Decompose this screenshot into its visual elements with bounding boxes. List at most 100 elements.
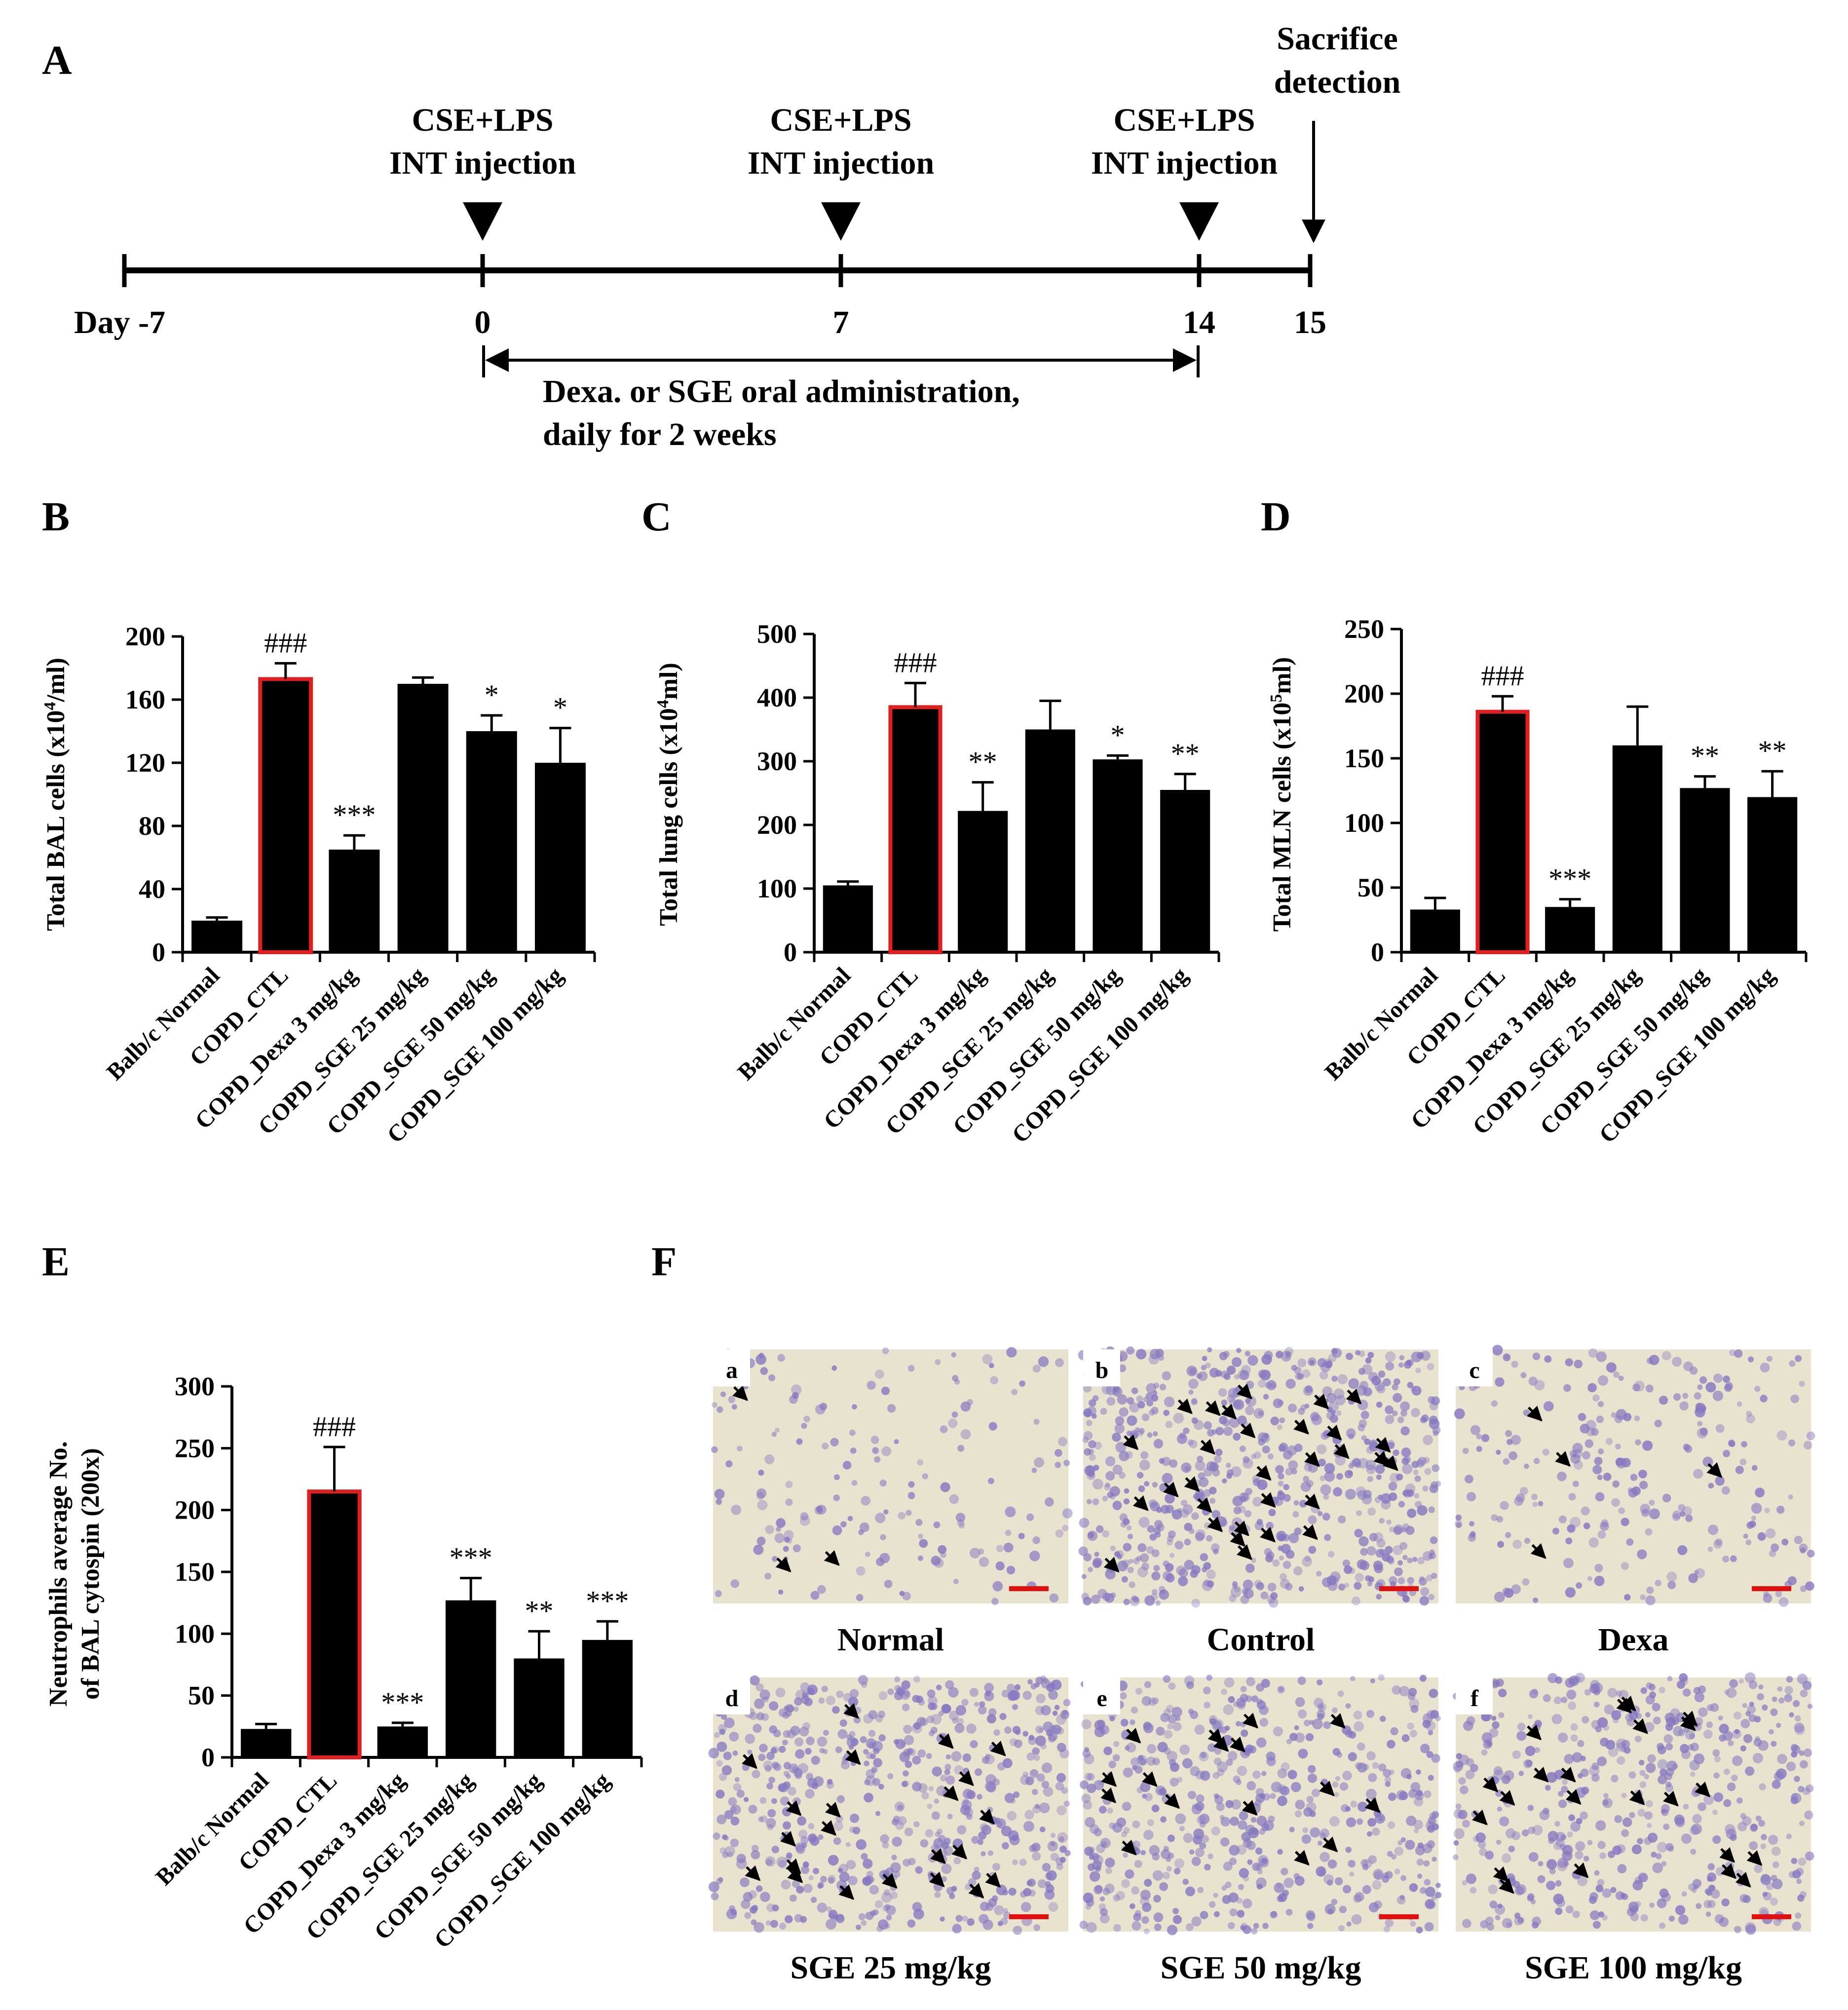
stained-cell	[1274, 1496, 1283, 1506]
stained-cell	[1778, 1597, 1789, 1607]
stained-cell	[1547, 1673, 1558, 1683]
stained-cell	[921, 1791, 929, 1800]
stained-cell	[1119, 1407, 1129, 1417]
stained-cell	[1411, 1460, 1419, 1468]
stained-cell	[1790, 1394, 1800, 1404]
stained-cell	[1043, 1721, 1054, 1732]
stained-cell	[758, 1469, 764, 1476]
stained-cell	[1631, 1486, 1641, 1496]
stained-cell	[814, 1506, 823, 1515]
stained-cell	[861, 1920, 867, 1926]
stained-cell	[1054, 1705, 1060, 1710]
stained-cell	[1273, 1726, 1283, 1737]
stained-cell	[1517, 1917, 1524, 1924]
stained-cell	[1518, 1771, 1524, 1776]
stained-cell	[1397, 1840, 1403, 1846]
stained-cell	[749, 1712, 758, 1720]
stained-cell	[1294, 1810, 1302, 1818]
stained-cell	[832, 1706, 840, 1714]
stained-cell	[1570, 1723, 1578, 1731]
stained-cell	[1575, 1787, 1586, 1798]
stained-cell	[1323, 1494, 1329, 1500]
stained-cell	[1502, 1587, 1510, 1595]
injection-marker-day0	[463, 202, 502, 241]
stained-cell	[1487, 1923, 1495, 1931]
stained-cell	[1332, 1781, 1339, 1788]
stained-cell	[1751, 1515, 1756, 1521]
stained-cell	[1283, 1877, 1294, 1888]
stained-cell	[1652, 1703, 1660, 1712]
stained-cell	[1143, 1721, 1152, 1730]
stained-cell	[1644, 1811, 1653, 1820]
stained-cell	[1222, 1735, 1233, 1746]
stained-cell	[1195, 1848, 1205, 1858]
arrow-icon	[1121, 1839, 1137, 1856]
arrow-icon	[938, 1733, 954, 1749]
stained-cell	[1280, 1579, 1290, 1589]
stained-cell	[1238, 1506, 1246, 1513]
stained-cell	[1429, 1812, 1437, 1820]
stained-cell	[1428, 1506, 1435, 1513]
stained-cell	[1689, 1733, 1695, 1739]
stained-cell	[1136, 1787, 1143, 1793]
stained-cell	[1557, 1732, 1568, 1743]
stained-cell	[786, 1774, 791, 1779]
stained-cell	[858, 1913, 866, 1921]
stained-cell	[1006, 1565, 1016, 1575]
stained-cell	[1152, 1757, 1160, 1765]
stained-cell	[1221, 1688, 1227, 1695]
stained-cell	[1125, 1745, 1130, 1751]
stained-cell	[1627, 1487, 1633, 1492]
stained-cell	[1425, 1887, 1435, 1897]
stained-cell	[936, 1684, 942, 1691]
stained-cell	[1338, 1515, 1346, 1524]
arrow-icon	[1329, 1712, 1346, 1729]
stained-cell	[1196, 1794, 1205, 1803]
y-axis-label-part: Total BAL cells (x10	[42, 710, 70, 931]
stained-cell	[883, 1889, 891, 1896]
stained-cell	[1390, 1581, 1396, 1588]
stained-cell	[1587, 1576, 1592, 1581]
stained-cell	[849, 1689, 859, 1698]
stained-cell	[999, 1713, 1007, 1720]
arrow-icon	[1322, 1836, 1338, 1853]
stained-cell	[1580, 1811, 1588, 1820]
stained-cell	[1089, 1851, 1095, 1857]
stained-cell	[1327, 1908, 1333, 1914]
stained-cell	[1119, 1472, 1126, 1479]
stained-cell	[1385, 1781, 1391, 1787]
stained-cell	[1509, 1451, 1518, 1460]
stained-cell	[1278, 1473, 1284, 1480]
stained-cell	[1247, 1859, 1253, 1865]
stained-cell	[1746, 1414, 1755, 1424]
stained-cell	[716, 1878, 723, 1885]
stained-cell	[1792, 1870, 1801, 1879]
stained-cell	[943, 1837, 951, 1845]
stained-cell	[1570, 1453, 1581, 1464]
stained-cell	[1166, 1573, 1175, 1583]
stained-cell	[1059, 1857, 1066, 1863]
stained-cell	[962, 1753, 971, 1762]
stained-cell	[1383, 1769, 1392, 1778]
stained-cell	[1285, 1908, 1293, 1916]
stained-cell	[1291, 1365, 1297, 1371]
stained-cell	[1363, 1387, 1372, 1397]
stained-cell	[1549, 1867, 1556, 1875]
stained-cell	[1500, 1501, 1509, 1510]
stained-cell	[1430, 1710, 1439, 1719]
stained-cell	[1269, 1598, 1279, 1608]
stained-cell	[986, 1714, 996, 1724]
stained-cell	[1386, 1519, 1392, 1525]
stained-cell	[1435, 1892, 1442, 1898]
stained-cell	[1683, 1361, 1694, 1372]
stained-cell	[1715, 1476, 1725, 1486]
stained-cell	[1417, 1456, 1427, 1466]
stained-cell	[1247, 1355, 1258, 1366]
stained-cell	[836, 1690, 844, 1698]
stained-cell	[1229, 1525, 1235, 1531]
stained-cell	[960, 1429, 971, 1440]
stained-cell	[954, 1723, 965, 1733]
stained-cell	[1401, 1447, 1411, 1457]
stained-cell	[1192, 1803, 1198, 1809]
stained-cell	[1332, 1707, 1338, 1713]
